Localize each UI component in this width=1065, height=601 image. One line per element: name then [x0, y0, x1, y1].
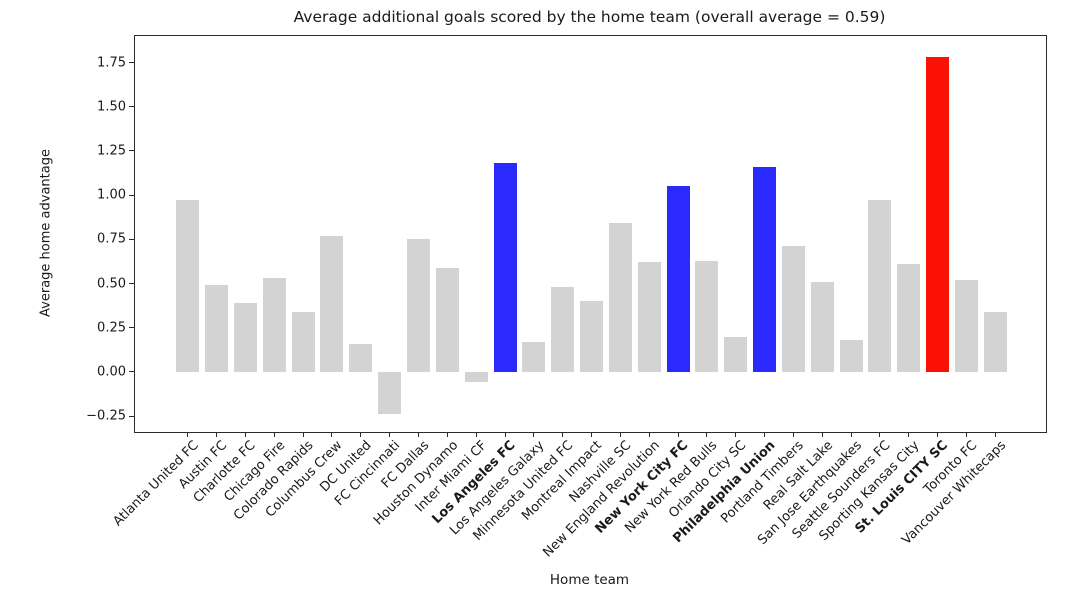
bar-dc-united — [349, 343, 373, 372]
x-tick-mark — [331, 432, 333, 437]
x-tick-mark — [475, 432, 477, 437]
y-tick-label: 1.75 — [97, 55, 126, 71]
y-axis-label: Average home advantage — [38, 149, 54, 317]
chart-title: Average additional goals scored by the h… — [293, 8, 886, 26]
y-tick-mark — [129, 238, 134, 240]
bar-toronto-fc — [955, 279, 979, 372]
y-tick-mark — [129, 327, 134, 329]
bar-new-york-red-bulls — [695, 260, 719, 372]
y-tick-mark — [129, 62, 134, 64]
bar-sporting-kansas-city — [897, 264, 921, 372]
x-tick-mark — [273, 432, 275, 437]
x-tick-mark — [446, 432, 448, 437]
x-tick-mark — [821, 432, 823, 437]
x-tick-mark — [302, 432, 304, 437]
bar-minnesota-united-fc — [551, 287, 575, 372]
x-tick-mark — [619, 432, 621, 437]
x-tick-mark — [417, 432, 419, 437]
x-tick-mark — [216, 432, 218, 437]
x-tick-mark — [244, 432, 246, 437]
x-tick-mark — [937, 432, 939, 437]
bar-charlotte-fc — [233, 302, 257, 372]
bar-new-england-revolution — [637, 262, 661, 372]
bar-colorado-rapids — [291, 311, 315, 372]
x-tick-mark — [966, 432, 968, 437]
y-tick-mark — [129, 194, 134, 196]
bar-chicago-fire — [262, 278, 286, 372]
x-tick-mark — [360, 432, 362, 437]
x-tick-mark — [504, 432, 506, 437]
bar-inter-miami-cf — [464, 371, 488, 383]
x-tick-mark — [879, 432, 881, 437]
bar-los-angeles-galaxy — [522, 341, 546, 372]
x-tick-mark — [850, 432, 852, 437]
x-tick-mark — [908, 432, 910, 437]
y-tick-label: 0.75 — [97, 231, 126, 247]
bar-columbus-crew — [320, 235, 344, 372]
x-tick-mark — [591, 432, 593, 437]
bar-philadelphia-union — [753, 166, 777, 372]
x-tick-mark — [735, 432, 737, 437]
bar-vancouver-whitecaps — [983, 311, 1007, 372]
y-tick-label: 1.25 — [97, 143, 126, 159]
y-tick-label: 0.50 — [97, 276, 126, 291]
bar-portland-timbers — [781, 246, 805, 372]
bar-fc-cincinnati — [378, 371, 402, 415]
x-tick-mark — [764, 432, 766, 437]
x-tick-mark — [706, 432, 708, 437]
bar-houston-dynamo — [435, 267, 459, 372]
bar-atlanta-united-fc — [176, 200, 200, 372]
bar-nashville-sc — [608, 223, 632, 372]
x-tick-mark — [187, 432, 189, 437]
x-tick-mark — [562, 432, 564, 437]
x-tick-mark — [648, 432, 650, 437]
bar-seattle-sounders-fc — [868, 200, 892, 372]
bar-san-jose-earthquakes — [839, 340, 863, 372]
bar-austin-fc — [205, 285, 229, 372]
y-tick-mark — [129, 415, 134, 417]
x-tick-mark — [389, 432, 391, 437]
x-axis-label: Home team — [549, 572, 630, 588]
x-tick-mark — [792, 432, 794, 437]
y-tick-label: 0.25 — [97, 320, 126, 336]
y-tick-label: −0.25 — [86, 408, 126, 424]
y-tick-label: 1.00 — [97, 187, 126, 203]
bar-new-york-city-fc — [666, 186, 690, 372]
bar-st-louis-city-sc — [926, 57, 950, 372]
y-tick-label: 0.00 — [97, 364, 126, 380]
bar-montreal-impact — [580, 301, 604, 372]
bar-fc-dallas — [406, 239, 430, 372]
bar-los-angeles-fc — [493, 163, 517, 372]
plot-area: −0.25 0.00 0.25 0.50 0.75 1.00 1.25 1.50 1.75 — [86, 35, 1047, 437]
y-tick-mark — [129, 371, 134, 373]
y-tick-label: 1.50 — [97, 99, 126, 115]
x-tick-mark — [533, 432, 535, 437]
y-tick-mark — [129, 283, 134, 284]
bar-real-salt-lake — [810, 281, 834, 372]
y-tick-mark — [129, 150, 134, 152]
x-tick-mark — [677, 432, 679, 437]
bar-orlando-city-sc — [724, 336, 748, 372]
x-tick-mark — [994, 432, 996, 437]
y-tick-mark — [129, 106, 134, 108]
